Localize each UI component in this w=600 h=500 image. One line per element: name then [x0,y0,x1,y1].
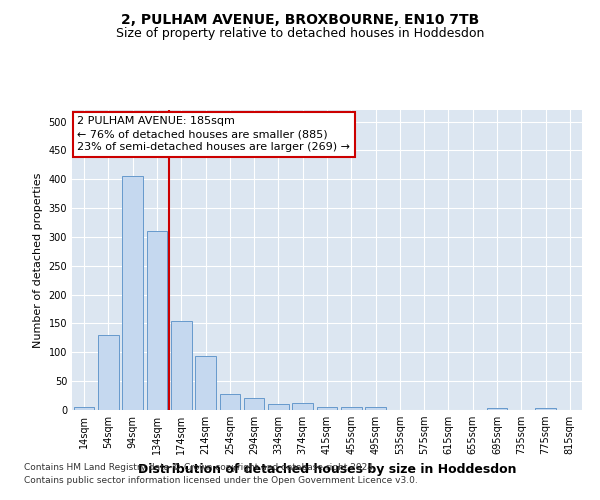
Bar [487,408,508,410]
Text: Contains public sector information licensed under the Open Government Licence v3: Contains public sector information licen… [24,476,418,485]
Bar [74,407,94,410]
Text: Size of property relative to detached houses in Hoddesdon: Size of property relative to detached ho… [116,28,484,40]
Bar [220,394,240,410]
X-axis label: Distribution of detached houses by size in Hoddesdon: Distribution of detached houses by size … [138,462,516,475]
Bar [171,320,191,410]
Y-axis label: Number of detached properties: Number of detached properties [33,172,43,348]
Bar [535,408,556,410]
Text: Contains HM Land Registry data © Crown copyright and database right 2024.: Contains HM Land Registry data © Crown c… [24,464,376,472]
Bar [317,407,337,410]
Bar [244,398,265,410]
Bar [341,407,362,410]
Bar [268,404,289,410]
Bar [98,335,119,410]
Text: 2, PULHAM AVENUE, BROXBOURNE, EN10 7TB: 2, PULHAM AVENUE, BROXBOURNE, EN10 7TB [121,12,479,26]
Bar [365,407,386,410]
Bar [292,403,313,410]
Bar [122,176,143,410]
Bar [146,231,167,410]
Bar [195,356,216,410]
Text: 2 PULHAM AVENUE: 185sqm
← 76% of detached houses are smaller (885)
23% of semi-d: 2 PULHAM AVENUE: 185sqm ← 76% of detache… [77,116,350,152]
